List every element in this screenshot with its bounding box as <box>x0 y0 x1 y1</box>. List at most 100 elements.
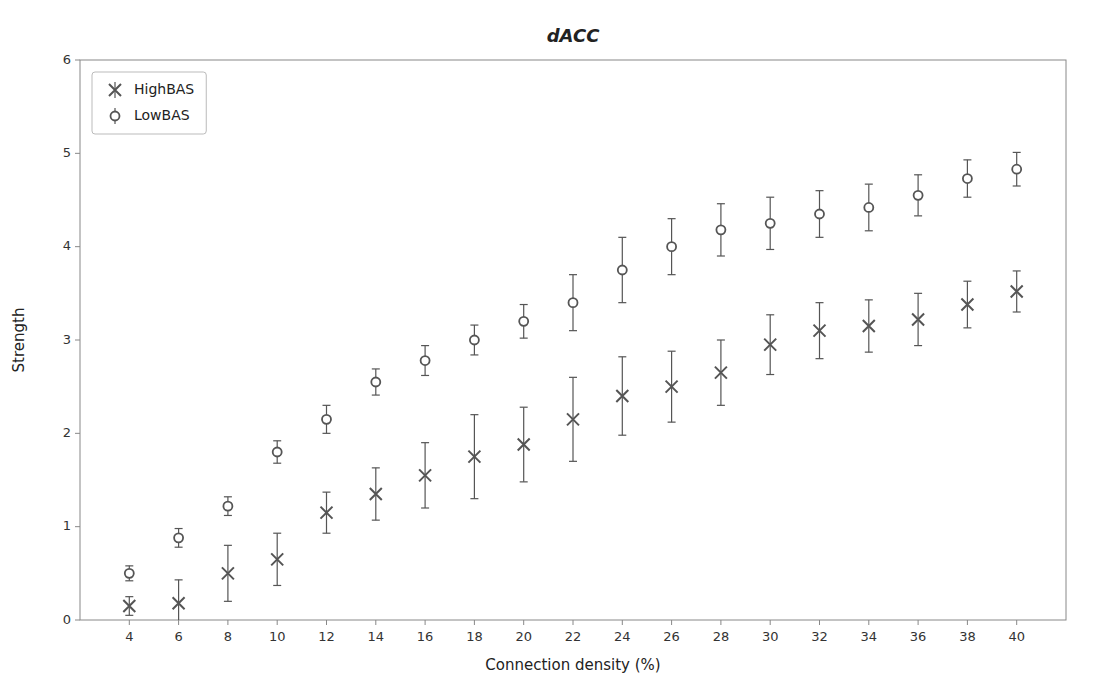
error-bar-cap <box>520 338 528 339</box>
error-bar-stem <box>178 580 179 620</box>
error-bar-cap <box>668 274 676 275</box>
legend-label: LowBAS <box>134 107 190 123</box>
error-bar-cap <box>963 197 971 198</box>
x-axis-label: Connection density (%) <box>485 656 660 674</box>
point <box>321 507 333 519</box>
x-tick-label: 16 <box>417 629 434 644</box>
error-bar-cap <box>766 314 774 315</box>
error-bar <box>668 219 676 275</box>
plot-marks <box>123 152 1022 620</box>
error-bar-cap <box>766 197 774 198</box>
error-bar-cap <box>668 422 676 423</box>
error-bar-cap <box>717 255 725 256</box>
error-bar-cap <box>323 492 331 493</box>
error-bar-cap <box>914 345 922 346</box>
error-bar-cap <box>816 358 824 359</box>
point <box>766 219 775 228</box>
point <box>1012 165 1021 174</box>
legend-marker <box>109 84 121 96</box>
error-bar-cap <box>421 345 429 346</box>
error-bar-cap <box>816 302 824 303</box>
error-bar <box>865 184 873 231</box>
x-tick-label: 28 <box>713 629 730 644</box>
y-tick <box>75 526 80 527</box>
error-bar-cap <box>963 159 971 160</box>
y-tick-label: 5 <box>63 145 71 160</box>
x-tick <box>573 620 574 625</box>
plot-frame <box>80 60 1066 620</box>
point <box>667 242 676 251</box>
legend-label: HighBAS <box>134 81 194 97</box>
series <box>123 271 1022 620</box>
error-bar-cap <box>125 596 133 597</box>
error-bar-cap <box>520 304 528 305</box>
x-tick-label: 22 <box>565 629 582 644</box>
error-bar <box>766 197 774 249</box>
error-bar <box>470 325 478 355</box>
point <box>963 174 972 183</box>
point <box>125 569 134 578</box>
point <box>173 597 185 609</box>
legend: HighBAS LowBAS <box>92 72 206 134</box>
x-tick-label: 34 <box>861 629 878 644</box>
error-bar-cap <box>618 237 626 238</box>
y-tick <box>75 433 80 434</box>
error-bar-cap <box>224 545 232 546</box>
x-tick-label: 18 <box>466 629 483 644</box>
error-bar-cap <box>1013 185 1021 186</box>
point <box>616 390 628 402</box>
point <box>421 356 430 365</box>
x-tick-label: 6 <box>174 629 182 644</box>
error-bar-cap <box>865 184 873 185</box>
x-tick-label: 24 <box>614 629 631 644</box>
error-bar <box>816 191 824 238</box>
error-bar-cap <box>717 203 725 204</box>
error-bar-cap <box>1013 311 1021 312</box>
x-tick-label: 14 <box>368 629 385 644</box>
point <box>222 567 234 579</box>
x-tick <box>622 620 623 625</box>
series <box>125 152 1021 580</box>
y-tick <box>75 620 80 621</box>
error-bar-cap <box>273 533 281 534</box>
error-bar <box>618 237 626 302</box>
error-bar <box>421 346 429 376</box>
error-bar-cap <box>865 352 873 353</box>
error-bar-cap <box>668 218 676 219</box>
error-bar <box>1013 152 1021 186</box>
x-tick <box>671 620 672 625</box>
error-bar <box>520 305 528 339</box>
point <box>519 317 528 326</box>
error-bar-cap <box>914 215 922 216</box>
x-tick-label: 36 <box>910 629 927 644</box>
background <box>0 0 1096 690</box>
error-bar-cap <box>914 174 922 175</box>
y-tick-label: 1 <box>63 518 71 533</box>
error-bar-cap <box>766 374 774 375</box>
error-bar-cap <box>668 351 676 352</box>
point <box>715 367 727 379</box>
y-tick-label: 4 <box>63 238 71 253</box>
error-bar-cap <box>618 356 626 357</box>
point <box>666 381 678 393</box>
point <box>914 191 923 200</box>
point <box>864 203 873 212</box>
point <box>123 600 135 612</box>
error-bar <box>125 566 133 581</box>
point <box>1011 285 1023 297</box>
x-tick <box>227 620 228 625</box>
error-bar-cap <box>273 585 281 586</box>
legend-box <box>92 72 206 134</box>
error-bar-cap <box>421 442 429 443</box>
point <box>370 488 382 500</box>
error-bar <box>372 369 380 395</box>
error-bar-cap <box>323 533 331 534</box>
error-bar-cap <box>1013 152 1021 153</box>
x-tick <box>770 620 771 625</box>
error-bar-cap <box>914 293 922 294</box>
x-tick <box>474 620 475 625</box>
x-tick <box>277 620 278 625</box>
point <box>814 325 826 337</box>
point <box>371 378 380 387</box>
legend-symbol <box>109 82 121 98</box>
